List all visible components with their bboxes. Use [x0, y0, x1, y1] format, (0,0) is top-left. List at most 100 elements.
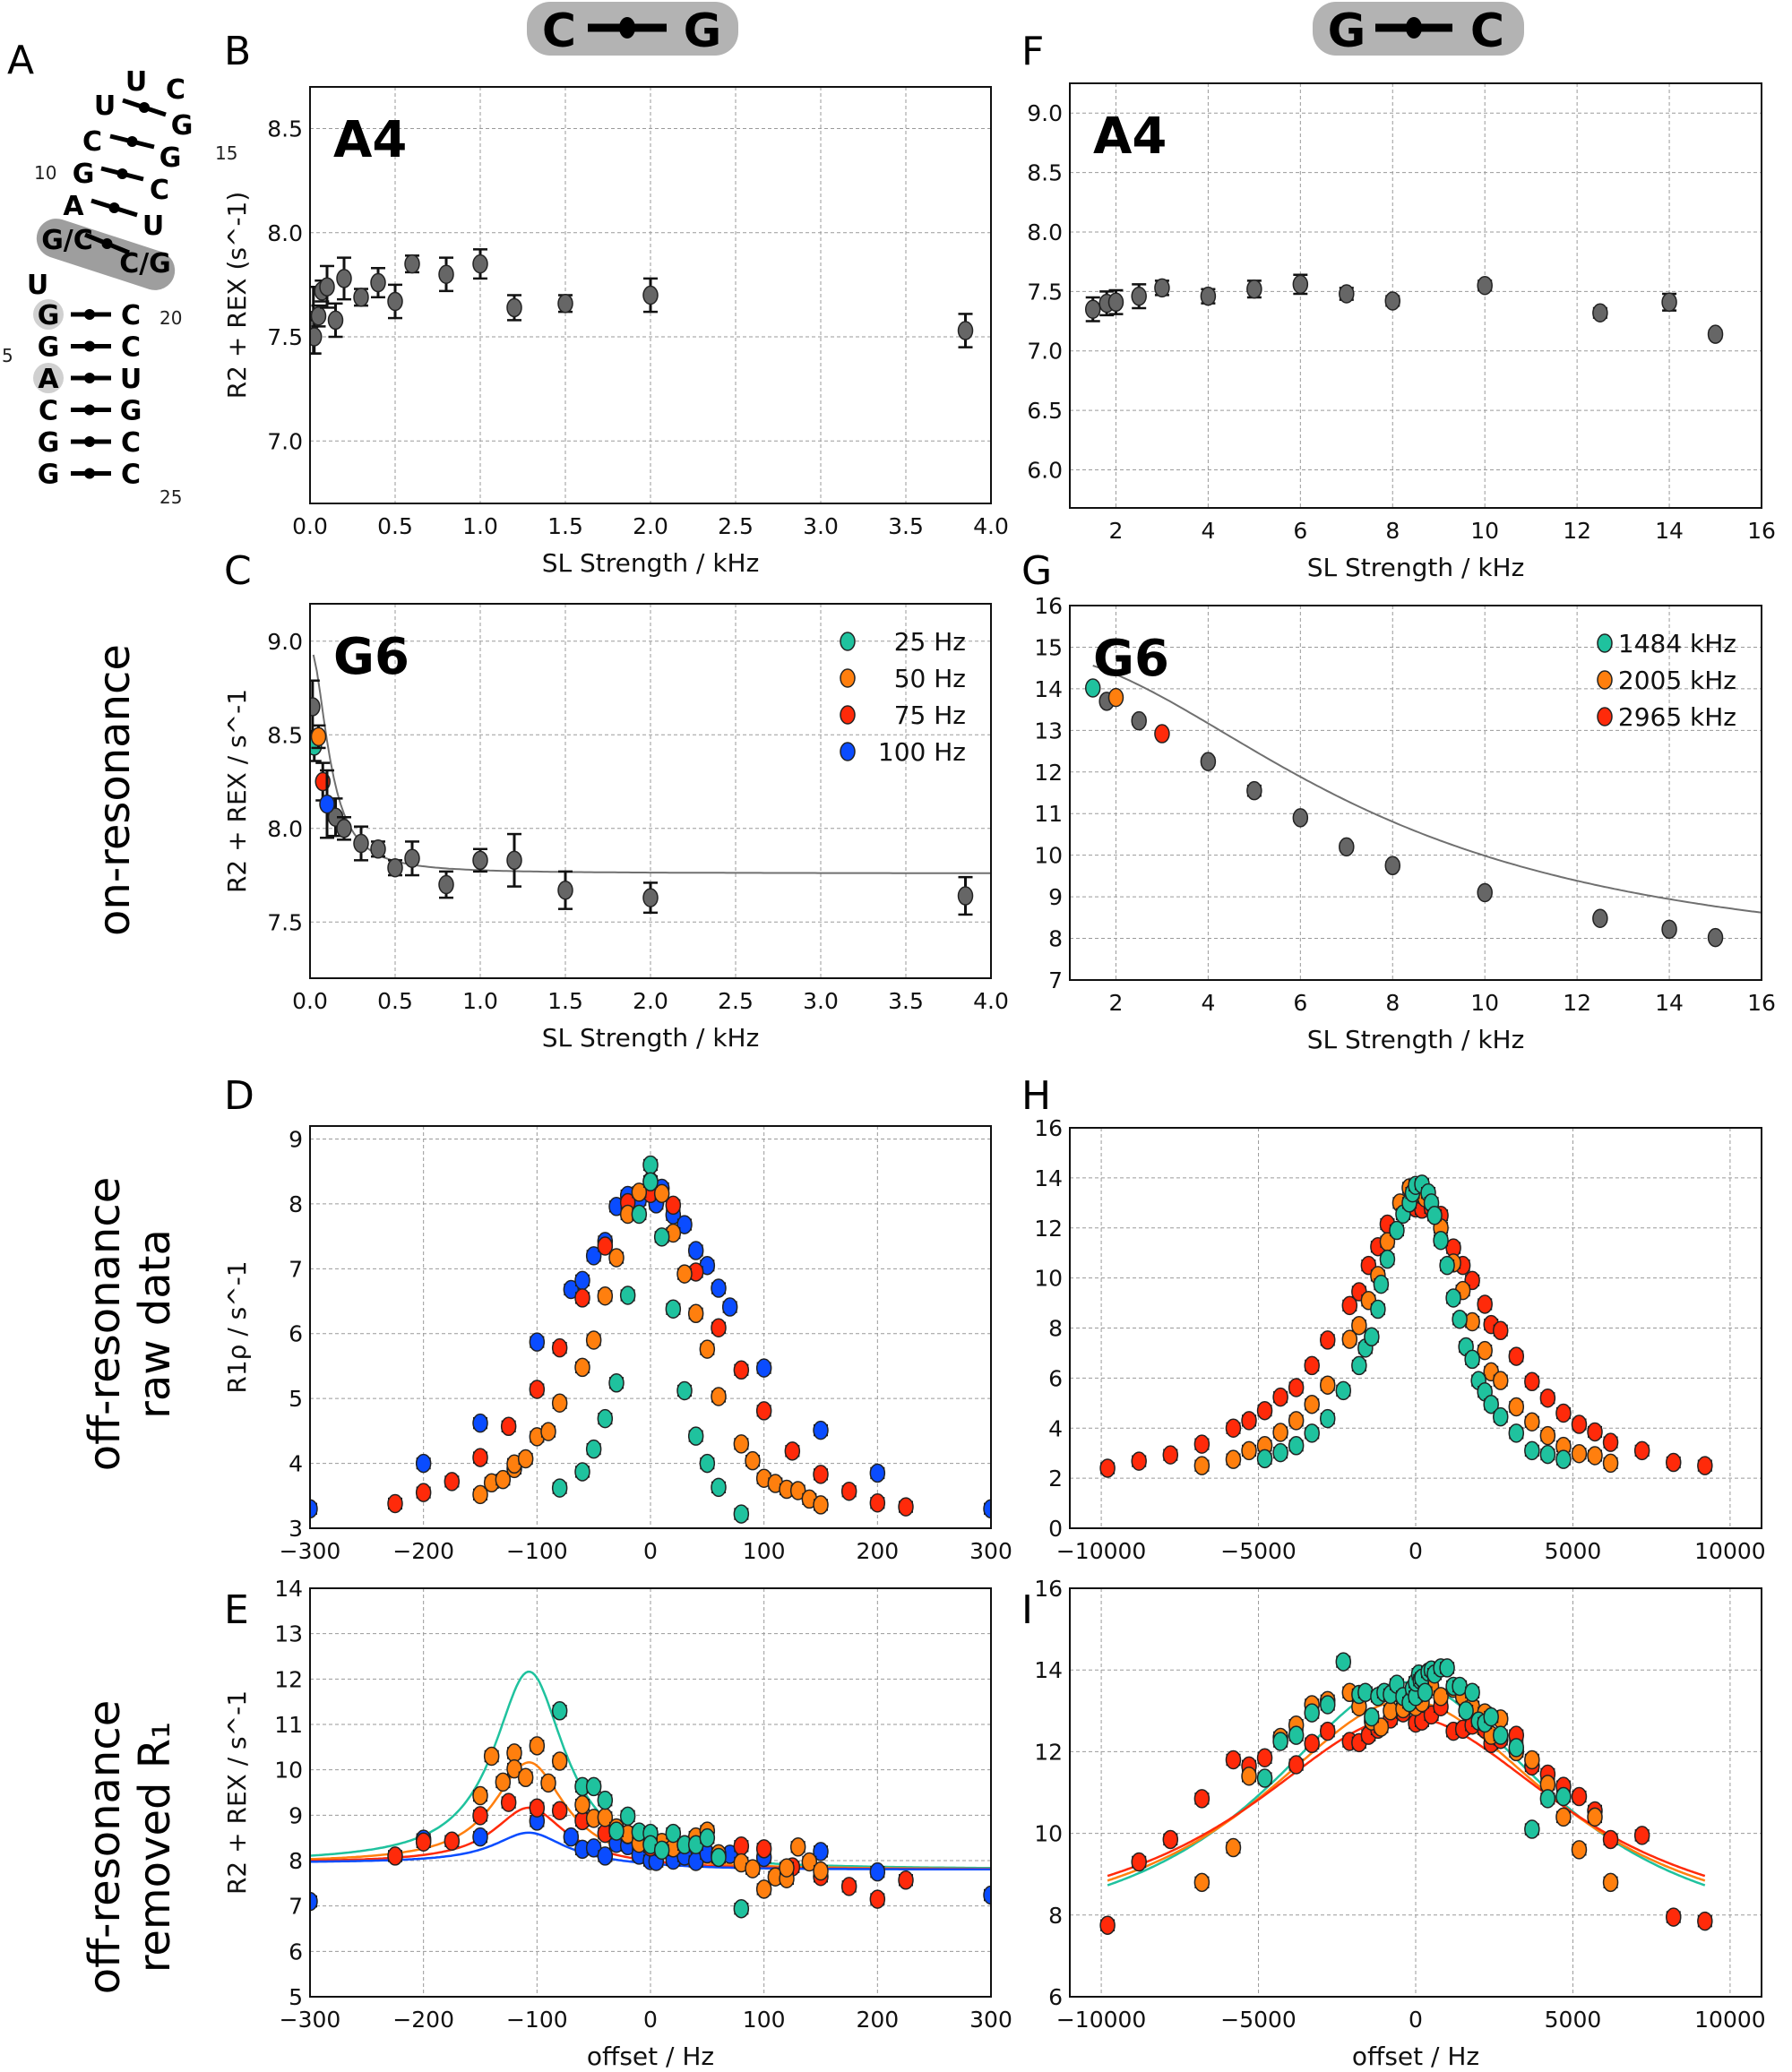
- data-point: [699, 1339, 716, 1359]
- data-point: [1131, 710, 1147, 731]
- data-point: [813, 1842, 829, 1861]
- data-point: [1539, 1425, 1556, 1446]
- x-tick-label: 0: [643, 2007, 658, 2033]
- data-point: [495, 1469, 512, 1490]
- data-point: [517, 1449, 534, 1469]
- data-point: [1193, 1872, 1210, 1893]
- pill-left-base: C: [542, 4, 576, 58]
- data-point: [1364, 1707, 1380, 1727]
- y-tick-label: 11: [1034, 801, 1063, 827]
- x-tick-label: 100: [743, 1538, 786, 1564]
- legend-marker: [840, 632, 856, 651]
- data-point: [1193, 1434, 1210, 1454]
- x-tick-label: 14: [1655, 990, 1684, 1016]
- data-point: [745, 1450, 761, 1471]
- pill-right-base: G: [684, 4, 722, 58]
- x-tick-label: −100: [506, 2007, 568, 2033]
- data-point: [585, 1439, 602, 1459]
- data-point: [404, 254, 420, 274]
- data-point: [1524, 1750, 1540, 1770]
- data-point: [495, 1772, 512, 1793]
- data-point: [687, 1426, 704, 1446]
- data-point: [1707, 927, 1724, 948]
- panel-letter: D: [224, 1073, 254, 1119]
- y-tick-label: 13: [274, 1621, 303, 1647]
- y-tick-label: 7.0: [1027, 339, 1063, 365]
- data-point: [1246, 279, 1262, 299]
- x-tick-label: −100: [506, 1538, 568, 1564]
- plot-area: [1099, 1652, 1713, 1935]
- legend-marker: [840, 705, 856, 725]
- data-point: [813, 1861, 829, 1881]
- data-point: [557, 294, 573, 314]
- chart-panel-c: C 0.0 0.5 1.0 1.5 2.0 2.5 3.0 3.5 4.0 7.5 8.0 8.5 9.0…: [222, 548, 1009, 1053]
- y-tick-label: 4: [289, 1451, 303, 1477]
- x-tick-label: 0.0: [292, 513, 328, 539]
- data-point: [1464, 1682, 1480, 1703]
- data-point: [506, 1758, 522, 1779]
- data-point: [387, 291, 403, 312]
- y-tick-label: 8: [289, 1848, 303, 1874]
- x-tick-label: 10: [1470, 518, 1499, 544]
- data-point: [813, 1465, 829, 1484]
- data-point: [1697, 1911, 1713, 1931]
- x-tick-label: 6: [1293, 990, 1307, 1016]
- data-point: [444, 1472, 461, 1492]
- data-point: [585, 1330, 602, 1350]
- y-tick-label: 9: [289, 1802, 303, 1828]
- panel-letter: E: [224, 1587, 249, 1633]
- x-tick-label: 1.5: [547, 988, 583, 1014]
- y-tick-label: 16: [1034, 1576, 1063, 1602]
- data-point: [1433, 1687, 1449, 1707]
- chart-panel-f: F 2 4 6 8 10 12 14 16 6.0 6.5 7.0 7.5 8.0 8.5 9.0 SL Str…: [1021, 29, 1776, 582]
- data-point: [1288, 1725, 1305, 1745]
- x-tick-label: −10000: [1056, 2007, 1146, 2033]
- pair-bond-dot: [108, 202, 120, 213]
- pair-bond-dot: [101, 238, 113, 249]
- data-point: [733, 1898, 750, 1919]
- data-point: [1587, 1422, 1603, 1442]
- data-point: [1319, 1408, 1336, 1429]
- data-point: [472, 1806, 488, 1826]
- y-axis-label: R1ρ / s^-1: [222, 1260, 252, 1393]
- data-point: [319, 277, 335, 297]
- row-label: on-resonance: [90, 644, 140, 936]
- pair-bond-dot: [139, 102, 150, 113]
- data-point: [1099, 1458, 1116, 1478]
- plot-area: [310, 1670, 991, 1919]
- data-point: [699, 1453, 716, 1474]
- data-point: [551, 1478, 568, 1498]
- x-axis-label: SL Strength / kHz: [542, 548, 760, 578]
- data-point: [1633, 1826, 1650, 1845]
- data-point: [540, 1422, 556, 1441]
- nucleotide-left: A: [63, 191, 84, 222]
- data-point: [551, 1393, 568, 1413]
- data-point: [1492, 1725, 1509, 1745]
- data-point: [1304, 1394, 1320, 1414]
- data-point: [500, 1793, 517, 1812]
- data-point: [1439, 1255, 1455, 1276]
- y-tick-label: 8.0: [267, 816, 303, 842]
- inset-label: G6: [1093, 630, 1169, 688]
- data-point: [1477, 275, 1493, 296]
- data-point: [1539, 1789, 1556, 1809]
- y-tick-label: 8.0: [1027, 219, 1063, 245]
- data-point: [1483, 1707, 1499, 1727]
- data-point: [557, 881, 573, 900]
- pair-bond-dot: [1406, 17, 1422, 39]
- data-point: [642, 1172, 659, 1192]
- data-point: [585, 1246, 602, 1266]
- residue-number: 25: [159, 486, 182, 508]
- data-point: [957, 321, 974, 340]
- data-point: [1288, 1411, 1305, 1431]
- data-point: [472, 1413, 488, 1433]
- data-point: [1373, 1274, 1390, 1294]
- data-point: [676, 1380, 693, 1401]
- y-tick-label: 6: [289, 1321, 303, 1347]
- data-point: [711, 1387, 727, 1406]
- data-point: [779, 1858, 795, 1878]
- data-point: [1555, 1449, 1572, 1469]
- data-point: [1417, 1682, 1434, 1703]
- data-point: [869, 1463, 886, 1483]
- data-point: [1602, 1453, 1619, 1474]
